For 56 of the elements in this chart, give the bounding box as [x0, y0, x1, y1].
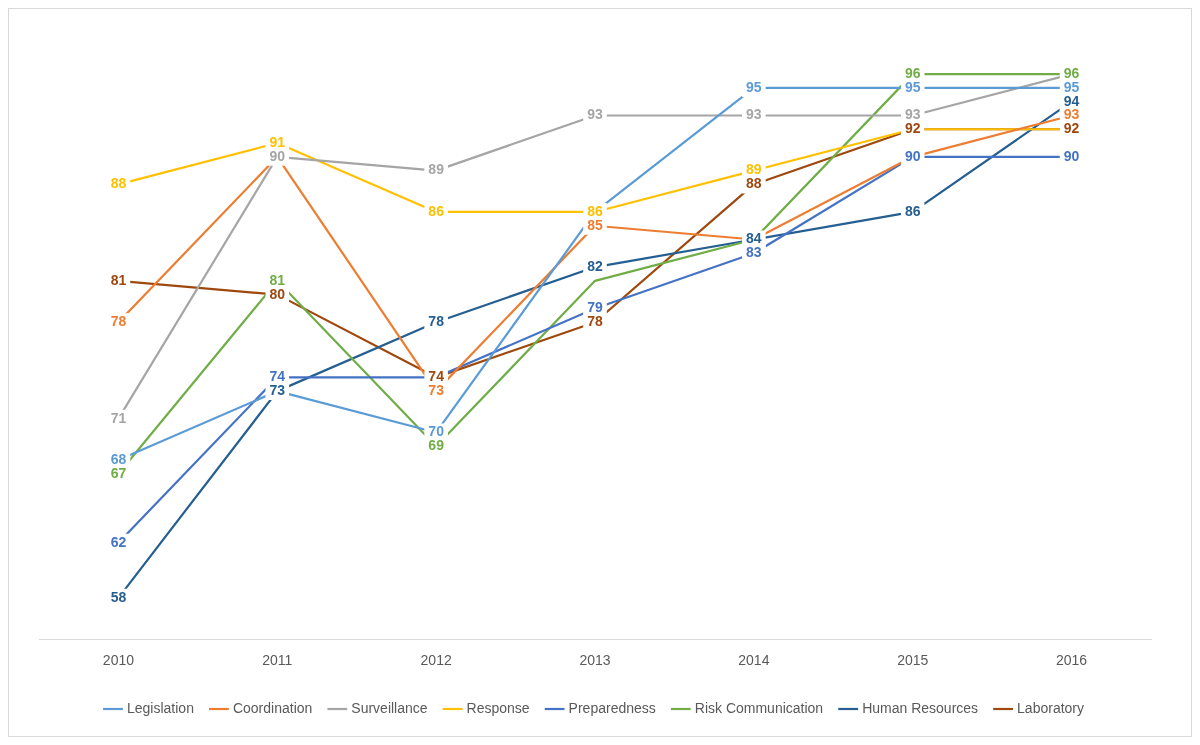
data-label: 67	[110, 464, 127, 481]
data-label: 93	[1063, 106, 1080, 123]
data-label: 89	[746, 161, 762, 178]
data-label: 94	[1063, 92, 1080, 109]
data-label: 80	[269, 285, 286, 302]
data-label: 86	[587, 202, 603, 219]
data-label: 81	[110, 271, 127, 288]
data-label: 96	[1063, 64, 1080, 81]
data-label: 92	[904, 120, 921, 137]
x-tick-label: 2013	[579, 652, 611, 669]
legend-label: Surveillance	[351, 699, 428, 716]
data-label: 78	[110, 313, 127, 330]
data-label: 71	[110, 409, 127, 426]
data-label: 90	[1063, 147, 1080, 164]
legend-label: Response	[466, 699, 530, 716]
data-label: 95	[1063, 78, 1080, 95]
data-label: 96	[904, 64, 921, 81]
data-label: 85	[587, 216, 603, 233]
legend-label: Legislation	[126, 699, 194, 716]
data-label: 69	[428, 437, 445, 454]
data-label: 95	[904, 78, 921, 95]
data-label: 81	[269, 271, 286, 288]
x-tick-label: 2015	[897, 652, 929, 669]
data-label: 90	[269, 147, 286, 164]
data-label: 91	[269, 133, 286, 150]
legend-label: Laboratory	[1017, 699, 1085, 716]
legend-label: Coordination	[232, 699, 313, 716]
data-label: 79	[587, 299, 603, 316]
data-label: 93	[904, 106, 921, 123]
data-label: 88	[110, 175, 127, 192]
legend-label: Human Resources	[862, 699, 979, 716]
data-label: 89	[428, 161, 445, 178]
x-tick-label: 2012	[420, 652, 452, 669]
data-label: 78	[428, 313, 445, 330]
data-label: 58	[110, 588, 127, 605]
data-label: 68	[110, 450, 127, 467]
data-label: 86	[904, 202, 921, 219]
data-label: 82	[587, 257, 603, 274]
x-tick-label: 2014	[738, 652, 770, 669]
x-tick-label: 2016	[1055, 652, 1088, 669]
data-label: 86	[428, 202, 445, 219]
data-label: 78	[587, 313, 603, 330]
data-label: 70	[428, 423, 445, 440]
data-label: 93	[746, 106, 762, 123]
data-label: 95	[746, 78, 762, 95]
legend-label: Preparedness	[568, 699, 656, 716]
x-tick-label: 2010	[102, 652, 135, 669]
data-label: 84	[746, 230, 762, 247]
data-label: 90	[904, 147, 921, 164]
data-label: 62	[110, 533, 127, 550]
x-tick-label: 2011	[262, 652, 293, 669]
data-label: 93	[587, 106, 603, 123]
legend-label: Risk Communication	[694, 699, 824, 716]
data-label: 83	[746, 244, 762, 261]
data-label: 92	[1063, 120, 1080, 137]
data-label: 88	[746, 175, 762, 192]
